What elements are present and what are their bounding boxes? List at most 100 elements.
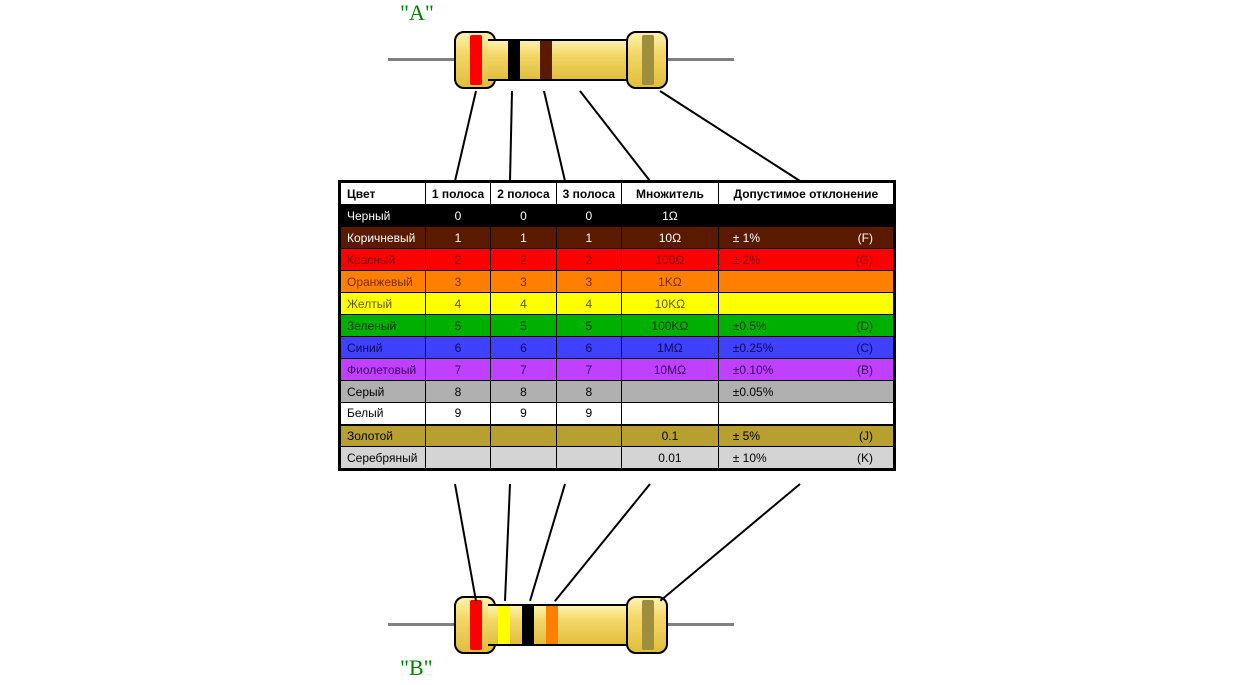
cell-color-name: Желтый <box>341 293 426 315</box>
cell-band3: 8 <box>556 381 621 403</box>
cell-band1: 9 <box>425 403 490 425</box>
table-header-row: Цвет 1 полоса 2 полоса 3 полоса Множител… <box>341 183 894 205</box>
cell-band1: 3 <box>425 271 490 293</box>
cell-band3 <box>556 447 621 469</box>
cell-multiplier: 0.01 <box>622 447 719 469</box>
cell-tolerance: ± 5%(J) <box>718 425 893 447</box>
cell-band3: 9 <box>556 403 621 425</box>
table-row: Белый999 <box>341 403 894 425</box>
cell-band3: 1 <box>556 227 621 249</box>
cell-multiplier: 10KΩ <box>622 293 719 315</box>
cell-multiplier: 0.1 <box>622 425 719 447</box>
cell-band1 <box>425 447 490 469</box>
table-row: Серый888±0.05% <box>341 381 894 403</box>
connector-line <box>659 90 800 182</box>
cell-color-name: Красный <box>341 249 426 271</box>
cell-multiplier: 10MΩ <box>622 359 719 381</box>
band-1 <box>470 35 482 85</box>
cell-color-name: Синий <box>341 337 426 359</box>
band-3 <box>540 41 552 79</box>
connector-line <box>454 484 477 601</box>
table-row: Красный222100Ω± 2%(G) <box>341 249 894 271</box>
table-row: Оранжевый3331KΩ <box>341 271 894 293</box>
connector-line <box>659 483 800 602</box>
cell-tolerance: ±0.05% <box>718 381 893 403</box>
cell-color-name: Черный <box>341 205 426 227</box>
cell-color-name: Золотой <box>341 425 426 447</box>
cell-band3: 0 <box>556 205 621 227</box>
th-tolerance: Допустимое отклонение <box>718 183 893 205</box>
resistor-body <box>488 604 634 646</box>
resistor-b <box>396 590 726 660</box>
cap-right <box>626 31 668 89</box>
resistor-body <box>488 39 634 81</box>
cell-color-name: Белый <box>341 403 426 425</box>
connector-line <box>504 484 511 601</box>
cell-band1: 8 <box>425 381 490 403</box>
cell-band1: 7 <box>425 359 490 381</box>
connector-line <box>554 483 651 601</box>
cell-band3: 3 <box>556 271 621 293</box>
cap-right <box>626 596 668 654</box>
connector-line <box>579 90 651 181</box>
cell-band2: 2 <box>491 249 556 271</box>
cell-multiplier: 100KΩ <box>622 315 719 337</box>
band-4 <box>546 606 558 644</box>
cell-multiplier <box>622 403 719 425</box>
lead-left <box>388 58 458 61</box>
cell-multiplier: 1Ω <box>622 205 719 227</box>
cell-band2: 7 <box>491 359 556 381</box>
table-row: Золотой 0.1± 5%(J) <box>341 425 894 447</box>
th-band2: 2 полоса <box>491 183 556 205</box>
cell-band2: 1 <box>491 227 556 249</box>
cell-band1: 2 <box>425 249 490 271</box>
table-row: Серебряный 0.01± 10%(K) <box>341 447 894 469</box>
cell-band3: 7 <box>556 359 621 381</box>
cell-multiplier <box>622 381 719 403</box>
cell-tolerance <box>718 403 893 425</box>
table-row: Зеленый555100KΩ±0.5%(D) <box>341 315 894 337</box>
band-3 <box>522 606 534 644</box>
band-1 <box>470 600 482 650</box>
table-row: Черный0001Ω <box>341 205 894 227</box>
cell-band2: 4 <box>491 293 556 315</box>
connector-line <box>529 484 566 602</box>
cell-tolerance: ±0.10%(B) <box>718 359 893 381</box>
th-multiplier: Множитель <box>622 183 719 205</box>
cell-color-name: Серебряный <box>341 447 426 469</box>
color-code-table: Цвет 1 полоса 2 полоса 3 полоса Множител… <box>338 180 896 471</box>
cell-band2 <box>491 425 556 447</box>
cell-band1: 5 <box>425 315 490 337</box>
connector-line <box>509 91 513 181</box>
cell-band2: 3 <box>491 271 556 293</box>
cell-tolerance: ± 2%(G) <box>718 249 893 271</box>
table-row: Синий6661MΩ±0.25%(C) <box>341 337 894 359</box>
lead-right <box>664 623 734 626</box>
band-tolerance <box>642 600 654 650</box>
cell-band2: 6 <box>491 337 556 359</box>
th-band3: 3 полоса <box>556 183 621 205</box>
cell-color-name: Коричневый <box>341 227 426 249</box>
cell-tolerance <box>718 293 893 315</box>
th-color: Цвет <box>341 183 426 205</box>
cell-band1: 4 <box>425 293 490 315</box>
cell-tolerance <box>718 205 893 227</box>
cell-tolerance: ±0.5%(D) <box>718 315 893 337</box>
cell-color-name: Оранжевый <box>341 271 426 293</box>
cell-band1: 1 <box>425 227 490 249</box>
cell-band3: 2 <box>556 249 621 271</box>
lead-right <box>664 58 734 61</box>
cell-multiplier: 10Ω <box>622 227 719 249</box>
cell-band1: 0 <box>425 205 490 227</box>
th-band1: 1 полоса <box>425 183 490 205</box>
connector-line <box>543 91 566 181</box>
label-a: "A" <box>400 0 434 26</box>
connector-line <box>454 91 477 181</box>
cell-band3: 5 <box>556 315 621 337</box>
cell-band3: 4 <box>556 293 621 315</box>
cell-band2: 5 <box>491 315 556 337</box>
cell-tolerance: ± 10%(K) <box>718 447 893 469</box>
lead-left <box>388 623 458 626</box>
band-2 <box>498 606 510 644</box>
band-2 <box>508 41 520 79</box>
